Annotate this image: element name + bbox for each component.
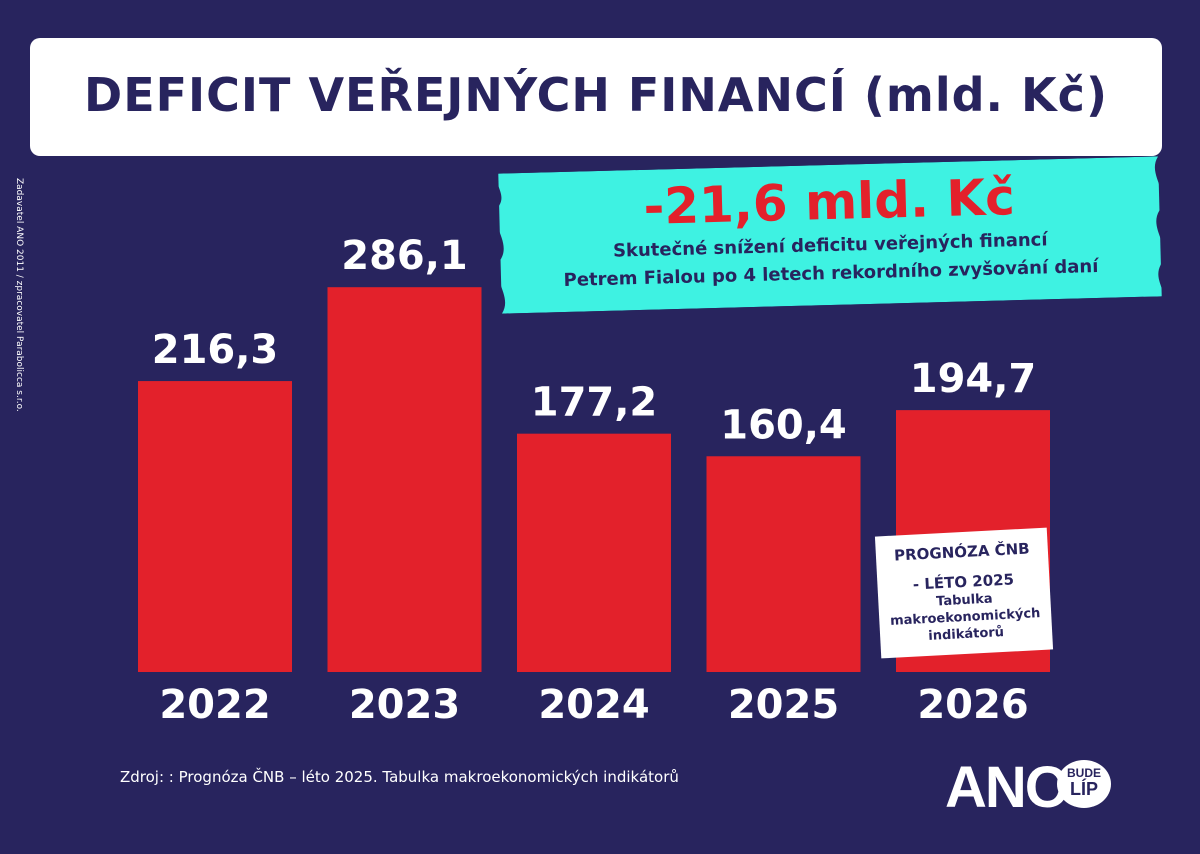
source-note: Zdroj: : Prognóza ČNB – léto 2025. Tabul…: [120, 768, 679, 786]
ano-logo: ANO BUDE LÍP: [945, 755, 1125, 820]
bar-2023: [327, 287, 482, 672]
logo-speech-bubble: BUDE LÍP: [1057, 760, 1111, 808]
category-label-2022: 2022: [159, 682, 270, 728]
value-label-2022: 216,3: [152, 327, 279, 373]
category-label-2023: 2023: [349, 682, 460, 728]
ribbon-shape: [498, 156, 1162, 314]
logo-bubble-bottom: LÍP: [1069, 779, 1098, 799]
category-label-2025: 2025: [728, 682, 839, 728]
value-label-2026: 194,7: [910, 356, 1037, 402]
forecast-box: PROGNÓZA ČNB - LÉTO 2025 Tabulka makroek…: [874, 527, 1054, 659]
value-label-2024: 177,2: [531, 380, 658, 426]
category-label-2026: 2026: [917, 682, 1028, 728]
value-label-2023: 286,1: [341, 233, 468, 279]
chart-title: DEFICIT VEŘEJNÝCH FINANCÍ (mld. Kč): [84, 68, 1108, 122]
bar-2024: [517, 433, 671, 672]
value-label-2025: 160,4: [720, 402, 847, 448]
forecast-line-1: PROGNÓZA ČNB: [893, 539, 1031, 565]
highlight-ribbon: -21,6 mld. Kč Skutečné snížení deficitu …: [498, 156, 1162, 314]
logo-bubble-top: BUDE: [1066, 766, 1101, 780]
category-label-2024: 2024: [538, 682, 649, 728]
bar-2022: [138, 381, 292, 672]
bar-2025: [706, 456, 861, 672]
logo-ano-text: ANO: [945, 755, 1070, 820]
title-box: DEFICIT VEŘEJNÝCH FINANCÍ (mld. Kč): [30, 38, 1162, 156]
